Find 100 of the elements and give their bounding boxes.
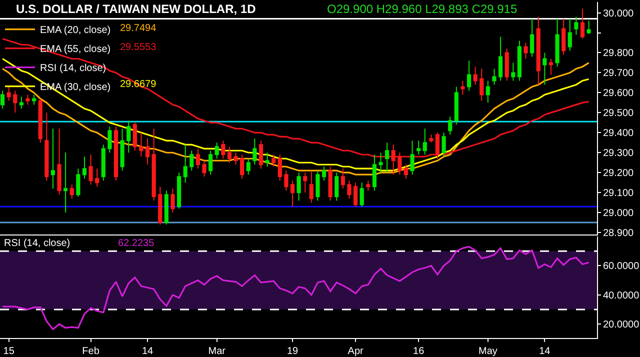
candlestick bbox=[272, 154, 276, 168]
x-tick-label: 14 bbox=[539, 346, 551, 357]
candlestick bbox=[568, 18, 572, 52]
candlestick bbox=[562, 18, 566, 56]
candlestick bbox=[530, 18, 534, 58]
candlestick bbox=[504, 48, 509, 82]
x-tick-label: May bbox=[478, 346, 498, 357]
candlestick bbox=[70, 184, 74, 200]
candlestick bbox=[38, 98, 42, 144]
candlestick bbox=[486, 80, 490, 104]
candlestick bbox=[385, 142, 390, 174]
candlestick bbox=[234, 152, 238, 166]
candlestick bbox=[492, 68, 496, 86]
candlestick bbox=[316, 170, 320, 202]
candlestick bbox=[410, 140, 414, 176]
y-tick-label: 28.900 bbox=[603, 228, 634, 240]
candlestick bbox=[196, 148, 200, 170]
candlestick bbox=[378, 152, 383, 174]
candlestick bbox=[82, 156, 87, 180]
candlestick bbox=[6, 86, 11, 102]
candlestick bbox=[296, 172, 301, 202]
candlestick bbox=[334, 172, 339, 202]
annotation: RSI (14, close) bbox=[4, 238, 70, 249]
candlestick bbox=[347, 180, 352, 200]
candlestick bbox=[466, 60, 472, 92]
candlestick bbox=[354, 182, 358, 208]
candlestick bbox=[221, 140, 226, 160]
candlestick bbox=[50, 128, 55, 190]
candlestick bbox=[524, 42, 528, 60]
candlestick bbox=[372, 154, 377, 192]
candlestick bbox=[95, 168, 100, 188]
candlestick bbox=[391, 144, 396, 176]
line-series bbox=[2, 38, 590, 158]
candlestick bbox=[548, 58, 554, 76]
x-tick-label: 16 bbox=[413, 346, 425, 357]
candlestick bbox=[132, 122, 137, 152]
y-tick-label: 29.700 bbox=[603, 68, 634, 80]
y-tick-label: 29.400 bbox=[603, 128, 634, 140]
candlestick bbox=[290, 180, 295, 208]
candlestick bbox=[108, 126, 112, 154]
candlestick bbox=[398, 152, 402, 176]
candlestick bbox=[240, 154, 244, 180]
candlestick bbox=[190, 150, 194, 172]
candlestick bbox=[460, 80, 465, 96]
candlestick bbox=[416, 140, 421, 156]
x-tick-label: Mar bbox=[208, 346, 226, 357]
candlestick bbox=[76, 168, 80, 198]
candlestick bbox=[328, 166, 332, 202]
candlestick bbox=[0, 90, 5, 110]
candlestick bbox=[511, 62, 516, 82]
candlestick bbox=[265, 152, 270, 168]
legend-label: EMA (20, close) bbox=[40, 25, 111, 36]
candlestick bbox=[88, 154, 93, 186]
candlestick bbox=[473, 66, 478, 86]
candlestick bbox=[13, 90, 18, 114]
x-tick-label: 19 bbox=[286, 346, 299, 357]
candlestick bbox=[26, 94, 30, 106]
chart-title: U.S. DOLLAR / TAIWAN NEW DOLLAR, 1D bbox=[16, 2, 256, 16]
candlestick bbox=[252, 138, 257, 166]
candlestick bbox=[586, 20, 591, 35]
candlestick bbox=[404, 164, 408, 180]
candlestick bbox=[303, 172, 308, 194]
candlestick bbox=[284, 170, 288, 192]
legend-label: EMA (55, close) bbox=[40, 44, 111, 56]
candlestick bbox=[366, 180, 370, 192]
annotation: 29.5553 bbox=[120, 42, 157, 53]
y-tick-label: 29.600 bbox=[603, 88, 634, 100]
y-tick-label: 29.200 bbox=[603, 168, 634, 180]
candlestick bbox=[57, 128, 62, 196]
candlestick bbox=[176, 172, 182, 210]
candlestick bbox=[32, 94, 36, 106]
candlestick bbox=[164, 190, 168, 226]
candlestick bbox=[435, 132, 440, 160]
candlestick bbox=[454, 86, 458, 126]
candlestick bbox=[44, 112, 49, 182]
candlestick bbox=[19, 96, 24, 110]
candlestick bbox=[309, 170, 314, 204]
candlestick bbox=[360, 182, 364, 208]
candlestick bbox=[214, 142, 219, 160]
x-tick-label: Feb bbox=[82, 346, 100, 357]
candlestick bbox=[208, 150, 213, 176]
y-tick-label: 30.000 bbox=[603, 8, 634, 20]
candlestick bbox=[152, 128, 156, 202]
candlestick bbox=[555, 18, 560, 68]
x-tick-label: Apr bbox=[348, 346, 364, 357]
candlestick bbox=[258, 140, 264, 170]
candlestick bbox=[101, 144, 106, 182]
candlestick bbox=[322, 166, 326, 182]
candlestick bbox=[139, 132, 144, 158]
candlestick bbox=[498, 36, 503, 82]
y-tick-label: 29.100 bbox=[603, 188, 634, 200]
y-tick-label: 60.0000 bbox=[603, 261, 640, 272]
y-tick-label: 29.000 bbox=[603, 208, 634, 220]
y-tick-label: 20.0000 bbox=[603, 320, 640, 331]
legend-label: RSI (14, close) bbox=[40, 63, 106, 74]
candlestick bbox=[183, 144, 188, 184]
candlestick bbox=[227, 146, 232, 164]
candlestick bbox=[278, 154, 282, 182]
candlestick bbox=[580, 8, 585, 40]
y-tick-label: 40.0000 bbox=[603, 290, 640, 302]
